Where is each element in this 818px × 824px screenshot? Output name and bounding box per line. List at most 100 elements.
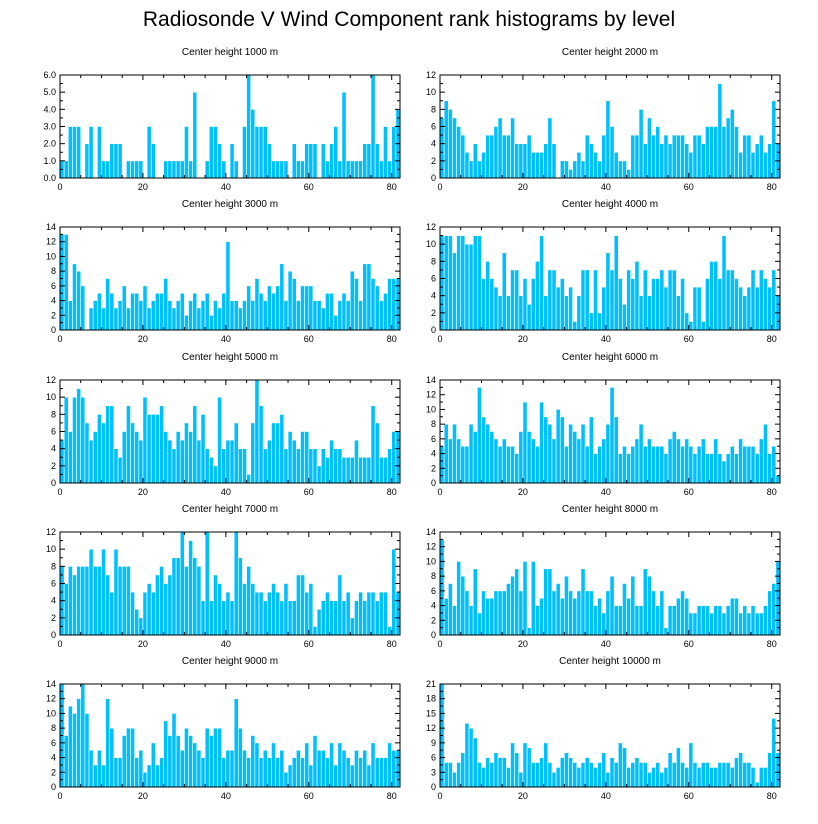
- histogram-bar: [63, 396, 69, 484]
- histogram-bar: [242, 300, 247, 331]
- histogram-bar: [763, 278, 768, 331]
- histogram-bar: [580, 269, 586, 331]
- histogram-bar: [208, 314, 214, 331]
- histogram-bar: [593, 151, 598, 179]
- histogram-bar: [659, 143, 665, 179]
- histogram-bar: [192, 405, 198, 484]
- histogram-bar: [345, 456, 351, 484]
- histogram-bar: [543, 568, 549, 636]
- x-tick-label: 0: [437, 487, 442, 497]
- histogram-bar: [671, 605, 677, 636]
- histogram-bar: [700, 762, 706, 788]
- y-tick-label: 4: [51, 296, 56, 306]
- histogram-bar: [349, 764, 355, 788]
- histogram-bar: [443, 762, 449, 788]
- histogram-bar: [626, 767, 632, 788]
- histogram-bar: [130, 591, 135, 636]
- x-tick-label: 0: [437, 791, 442, 801]
- histogram-bar: [576, 767, 582, 788]
- panel-title: Center height 4000 m: [561, 199, 659, 210]
- histogram-bar: [609, 269, 615, 331]
- histogram-bar: [325, 292, 330, 331]
- histogram-bar: [271, 160, 276, 179]
- histogram-bar: [88, 439, 94, 484]
- histogram-bar: [750, 445, 756, 484]
- histogram-bar: [242, 749, 247, 788]
- histogram-bar: [485, 423, 491, 484]
- histogram-bar: [163, 278, 169, 331]
- histogram-bar: [101, 764, 106, 788]
- histogram-bar: [763, 767, 768, 788]
- histogram-bar: [113, 548, 119, 636]
- x-tick-label: 20: [518, 791, 528, 801]
- histogram-bar: [213, 300, 218, 331]
- histogram-bar: [680, 590, 685, 636]
- histogram-bar: [312, 735, 318, 788]
- histogram-bar: [601, 286, 607, 331]
- histogram-bar: [97, 126, 102, 179]
- x-tick-label: 80: [767, 791, 777, 801]
- x-tick-label: 0: [437, 334, 442, 344]
- histogram-bar: [481, 416, 486, 484]
- y-tick-label: 10: [426, 87, 436, 97]
- histogram-bar: [763, 151, 768, 179]
- histogram-bar: [233, 300, 239, 331]
- histogram-bar: [229, 749, 235, 788]
- histogram-bar: [647, 295, 652, 331]
- histogram-bar: [460, 235, 466, 331]
- histogram-bar: [213, 465, 218, 484]
- histogram-bar: [188, 160, 193, 179]
- x-tick-label: 20: [518, 334, 528, 344]
- x-tick-label: 20: [138, 791, 148, 801]
- histogram-bar: [283, 771, 289, 788]
- histogram-bar: [279, 600, 285, 636]
- histogram-bar: [250, 422, 256, 484]
- histogram-bar: [584, 134, 590, 179]
- histogram-bar: [246, 474, 252, 484]
- y-tick-label: 0: [51, 630, 56, 640]
- x-tick-label: 20: [138, 487, 148, 497]
- histogram-bar: [588, 590, 594, 636]
- histogram-bar: [395, 278, 401, 331]
- histogram-bar: [374, 422, 380, 484]
- x-tick-label: 80: [387, 334, 397, 344]
- histogram-bar: [341, 749, 347, 788]
- panel-title: Center height 5000 m: [181, 352, 279, 363]
- histogram-bar: [105, 698, 111, 788]
- histogram-bar: [67, 705, 73, 788]
- x-tick-label: 80: [767, 487, 777, 497]
- histogram-bar: [312, 448, 318, 484]
- histogram-bar: [700, 438, 706, 484]
- histogram-bar: [717, 605, 723, 636]
- histogram-bar: [378, 456, 384, 484]
- histogram-bar: [59, 439, 65, 484]
- plot-frame: [439, 531, 781, 636]
- y-tick-label: 8: [431, 419, 436, 429]
- histogram-bar: [684, 312, 690, 331]
- y-tick-label: 6: [51, 579, 56, 589]
- histogram-bar: [134, 160, 140, 179]
- histogram-bar: [510, 445, 515, 484]
- histogram-bar: [184, 566, 189, 636]
- histogram-bar: [184, 422, 189, 484]
- y-tick-label: 0: [431, 478, 436, 488]
- histogram-bar: [576, 590, 582, 636]
- histogram-bar: [746, 612, 752, 636]
- histogram-bar: [237, 448, 243, 484]
- histogram-bar: [349, 270, 355, 331]
- histogram-bar: [626, 453, 632, 484]
- y-tick-label: 10: [46, 251, 56, 261]
- histogram-bar: [717, 453, 723, 484]
- histogram-bar: [522, 742, 528, 788]
- histogram-bar: [130, 292, 135, 331]
- histogram-bar: [329, 742, 334, 788]
- plot-frame: [439, 379, 781, 484]
- histogram-bar: [754, 143, 760, 179]
- histogram-bar: [477, 235, 482, 331]
- histogram-bar: [464, 151, 470, 179]
- histogram-bar: [221, 292, 227, 331]
- histogram-bar: [489, 762, 495, 788]
- y-tick-label: 1.0: [43, 156, 56, 166]
